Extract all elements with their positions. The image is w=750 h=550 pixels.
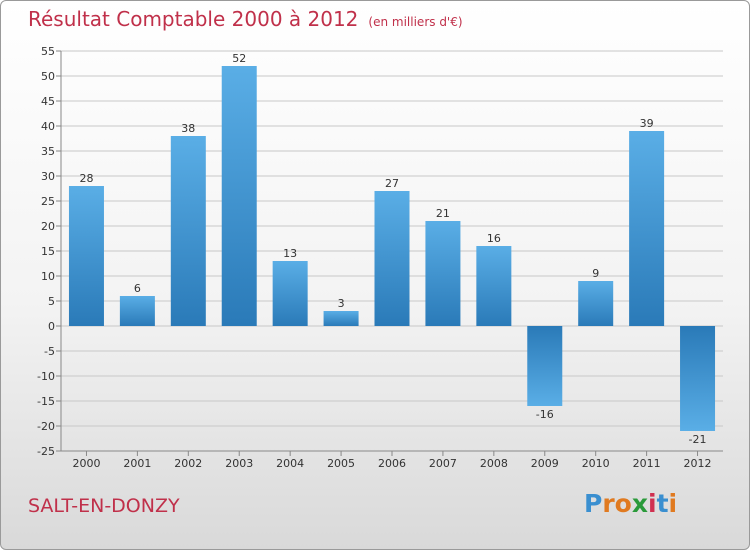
data-label-2010: 9 xyxy=(592,267,599,280)
x-tick-label: 2006 xyxy=(378,457,406,470)
bar-layer xyxy=(68,66,716,431)
bar-2008 xyxy=(476,246,512,326)
bar-2012 xyxy=(680,326,716,431)
data-label-2012: -21 xyxy=(689,433,707,446)
y-tick-label: -20 xyxy=(37,420,55,433)
data-label-2005: 3 xyxy=(338,297,345,310)
x-tick-label: 2008 xyxy=(480,457,508,470)
y-tick-label: 40 xyxy=(41,120,55,133)
data-label-2006: 27 xyxy=(385,177,399,190)
x-tick-label: 2002 xyxy=(174,457,202,470)
y-tick-label: 15 xyxy=(41,245,55,258)
data-label-2008: 16 xyxy=(487,232,501,245)
place-name: SALT-EN-DONZY xyxy=(28,495,180,517)
y-tick-label: 55 xyxy=(41,45,55,58)
y-tick-label: 20 xyxy=(41,220,55,233)
data-label-2004: 13 xyxy=(283,247,297,260)
y-tick-label: 10 xyxy=(41,270,55,283)
x-tick-label: 2005 xyxy=(327,457,355,470)
data-label-2007: 21 xyxy=(436,207,450,220)
logo-letter: i xyxy=(648,489,657,518)
bar-2005 xyxy=(323,311,359,326)
x-tick-label: 2000 xyxy=(72,457,100,470)
logo-letter: t xyxy=(656,489,669,518)
axis-layer xyxy=(56,50,723,456)
bar-2002 xyxy=(170,136,206,326)
y-tick-label: -5 xyxy=(44,345,55,358)
y-tick-label: 25 xyxy=(41,195,55,208)
x-tick-label: 2004 xyxy=(276,457,304,470)
bar-2003 xyxy=(221,66,257,326)
y-tick-label: 50 xyxy=(41,70,55,83)
bar-2004 xyxy=(272,261,308,326)
logo-letter: P xyxy=(584,489,603,518)
y-tick-label: 0 xyxy=(48,320,55,333)
logo-letter: o xyxy=(614,489,632,518)
y-tick-label: 30 xyxy=(41,170,55,183)
x-tick-label: 2003 xyxy=(225,457,253,470)
logo-letter: x xyxy=(631,489,648,518)
x-tick-label: 2011 xyxy=(633,457,661,470)
y-tick-label: -10 xyxy=(37,370,55,383)
data-label-2011: 39 xyxy=(640,117,654,130)
label-layer: -25 -20 -15 -10 -5 0 5 10 15 20 25 30 35 40 45 50 55 28 20… xyxy=(37,45,712,470)
y-tick-label: -15 xyxy=(37,395,55,408)
y-tick-label: -25 xyxy=(37,445,55,458)
data-label-2002: 38 xyxy=(181,122,195,135)
x-tick-label: 2012 xyxy=(684,457,712,470)
x-tick-label: 2010 xyxy=(582,457,610,470)
chart-title: Résultat Comptable 2000 à 2012 (en millie… xyxy=(28,7,463,31)
data-label-2009: -16 xyxy=(536,408,554,421)
bar-2010 xyxy=(578,281,614,326)
y-tick-label: 35 xyxy=(41,145,55,158)
data-label-2001: 6 xyxy=(134,282,141,295)
bar-2009 xyxy=(527,326,563,406)
y-tick-label: 5 xyxy=(48,295,55,308)
chart-subtitle: (en milliers d'€) xyxy=(368,15,463,29)
x-tick-label: 2007 xyxy=(429,457,457,470)
chart-title-main: Résultat Comptable 2000 à 2012 xyxy=(28,7,359,31)
proxiti-logo: Proxiti xyxy=(584,489,677,518)
bar-2001 xyxy=(119,296,155,326)
bar-2011 xyxy=(629,131,665,326)
x-tick-label: 2009 xyxy=(531,457,559,470)
data-label-2000: 28 xyxy=(79,172,93,185)
x-tick-label: 2001 xyxy=(123,457,151,470)
logo-letter: r xyxy=(602,489,615,518)
bar-2006 xyxy=(374,191,410,326)
y-tick-label: 45 xyxy=(41,95,55,108)
bar-2000 xyxy=(68,186,104,326)
bar-2007 xyxy=(425,221,461,326)
data-label-2003: 52 xyxy=(232,52,246,65)
logo-letter: i xyxy=(668,489,678,518)
